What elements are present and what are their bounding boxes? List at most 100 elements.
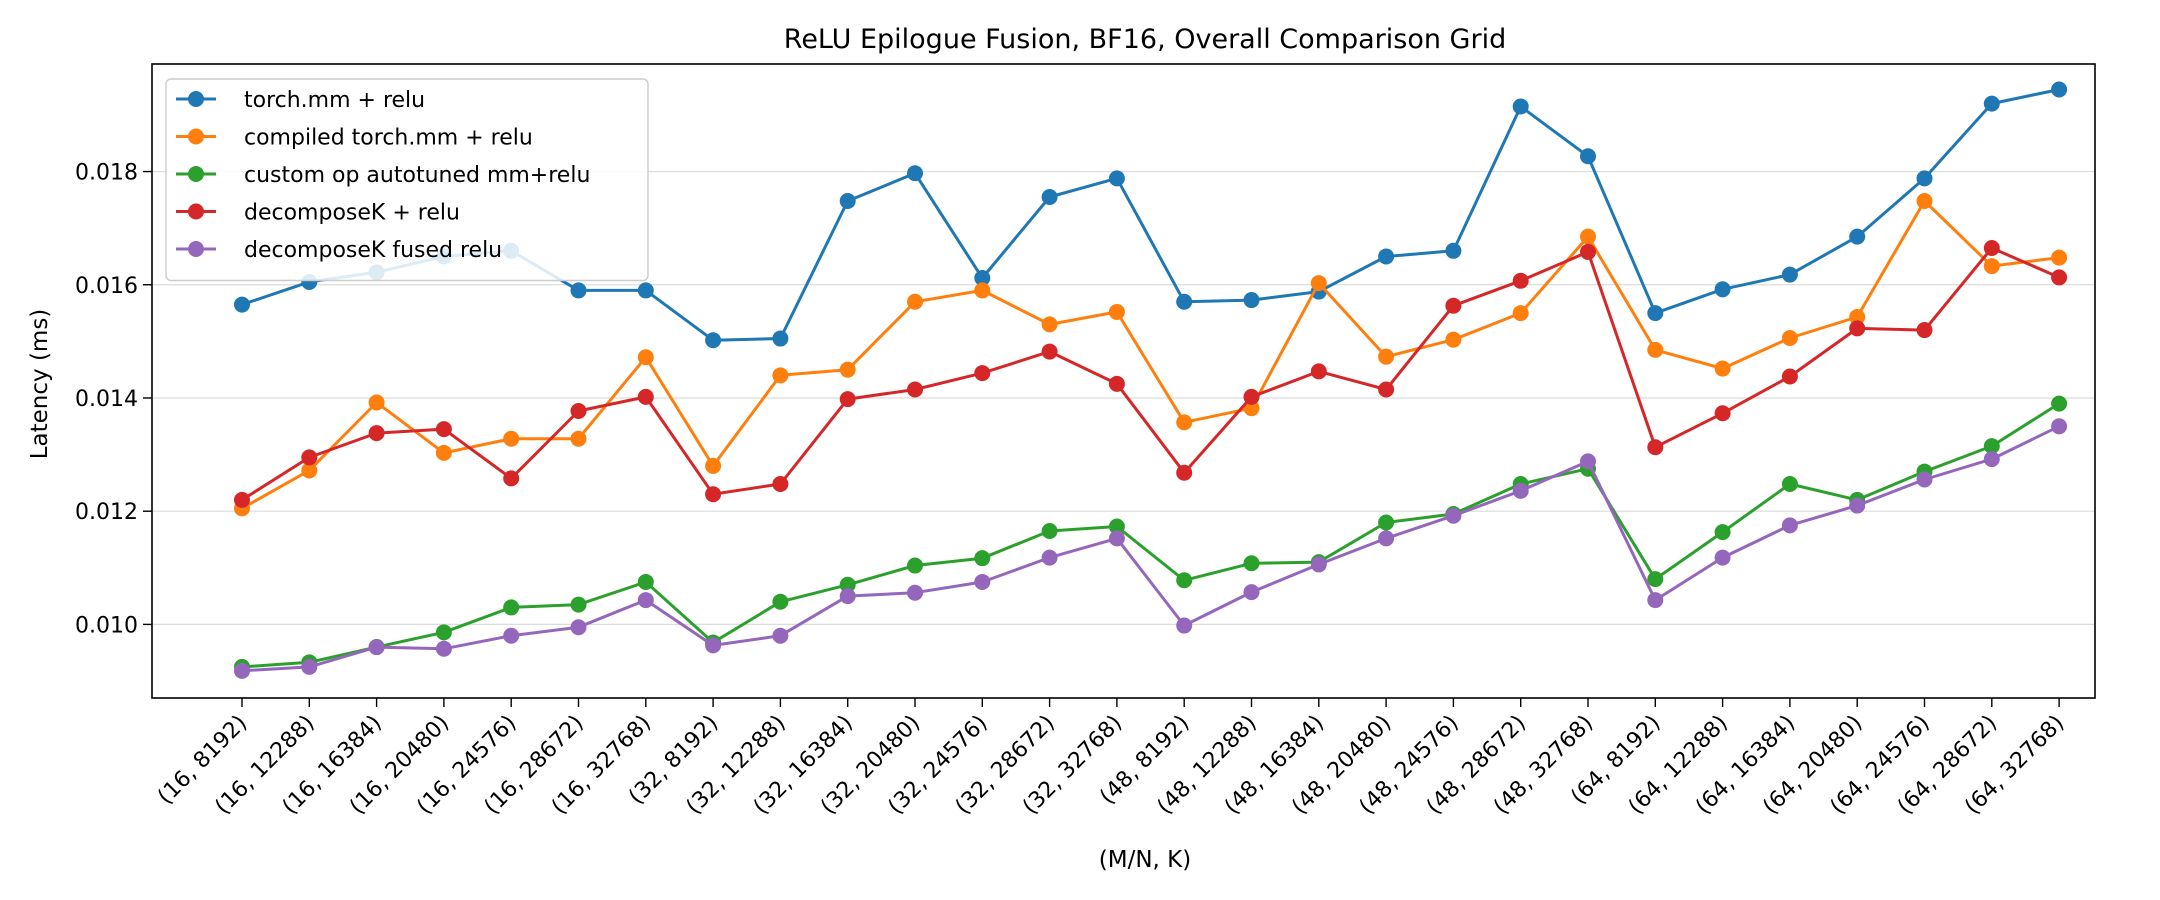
data-point xyxy=(503,470,520,487)
data-point xyxy=(1849,320,1866,337)
legend-label: custom op autotuned mm+relu xyxy=(244,163,590,188)
data-point xyxy=(1916,471,1933,488)
data-point xyxy=(772,330,789,347)
data-point xyxy=(1714,405,1731,422)
data-point xyxy=(1781,329,1798,346)
data-point xyxy=(1714,360,1731,377)
data-point xyxy=(1176,617,1193,634)
legend-label: torch.mm + relu xyxy=(244,88,425,113)
data-point xyxy=(1445,507,1462,524)
legend-swatch-marker xyxy=(188,203,204,220)
legend-swatch-marker xyxy=(188,166,204,182)
series-line xyxy=(241,424,2060,673)
y-tick-label: 0.012 xyxy=(75,500,138,525)
data-point xyxy=(234,296,250,313)
data-point xyxy=(974,365,991,382)
data-point xyxy=(1849,309,1866,326)
data-point xyxy=(1580,228,1596,245)
data-point xyxy=(907,381,923,398)
data-point xyxy=(907,293,923,310)
y-tick-label: 0.016 xyxy=(75,274,138,299)
legend-item: custom op autotuned mm+relu xyxy=(176,163,590,188)
plot-frame xyxy=(151,63,2096,699)
data-point xyxy=(234,662,250,679)
data-point xyxy=(301,658,318,675)
data-point xyxy=(974,282,991,299)
legend-label: decomposeK fused relu xyxy=(244,238,502,263)
data-point xyxy=(839,576,856,593)
legend-swatch-marker xyxy=(188,128,204,145)
legend-label: compiled torch.mm + relu xyxy=(244,126,533,151)
y-tick-label: 0.014 xyxy=(75,387,138,412)
legend-item: decomposeK + relu xyxy=(176,201,460,226)
chart-title: ReLU Epilogue Fusion, BF16, Overall Comp… xyxy=(784,24,1506,55)
legend-swatch-marker xyxy=(188,91,204,107)
data-point xyxy=(301,449,318,466)
data-point xyxy=(1378,530,1395,547)
data-point xyxy=(1041,343,1058,360)
data-point xyxy=(2051,249,2068,266)
data-point xyxy=(1647,592,1664,609)
data-point xyxy=(1647,305,1664,322)
data-point xyxy=(1714,281,1731,298)
data-point xyxy=(503,627,520,644)
data-point xyxy=(1108,375,1125,392)
data-point xyxy=(1108,170,1125,187)
data-point xyxy=(1176,414,1193,431)
data-point xyxy=(1781,476,1798,493)
y-tick-label: 0.010 xyxy=(75,613,138,638)
data-point xyxy=(974,550,991,567)
data-point xyxy=(1647,439,1664,456)
data-point xyxy=(368,425,385,442)
data-point xyxy=(368,639,385,656)
data-point xyxy=(234,491,250,508)
data-point xyxy=(1243,292,1260,309)
data-point xyxy=(1243,388,1260,405)
data-point xyxy=(705,457,722,474)
data-point xyxy=(1512,305,1529,322)
legend-item: compiled torch.mm + relu xyxy=(176,126,533,151)
data-point xyxy=(839,588,856,605)
data-point xyxy=(2051,269,2068,286)
data-point xyxy=(1647,571,1664,588)
data-point xyxy=(637,592,654,609)
data-point xyxy=(772,367,789,384)
data-point xyxy=(907,165,923,182)
data-point xyxy=(705,486,722,503)
data-point xyxy=(1580,453,1596,470)
data-point xyxy=(839,391,856,408)
data-point xyxy=(705,637,722,654)
data-point xyxy=(570,403,587,420)
data-point xyxy=(1781,368,1798,385)
legend-item: torch.mm + relu xyxy=(176,88,425,113)
legend-item: decomposeK fused relu xyxy=(176,238,502,263)
y-axis: 0.010 0.012 0.014 0.016 0.018 xyxy=(75,161,152,638)
legend: torch.mm + relu compiled torch.mm + relu c… xyxy=(165,78,649,282)
data-point xyxy=(1580,243,1596,260)
data-point xyxy=(435,444,452,461)
data-point xyxy=(1445,242,1462,259)
data-point xyxy=(570,619,587,636)
data-point xyxy=(637,282,654,299)
series-group xyxy=(234,192,2068,517)
data-point xyxy=(570,430,587,447)
data-point xyxy=(1512,98,1529,115)
data-point xyxy=(1714,524,1731,541)
legend-swatch-marker xyxy=(188,241,204,257)
data-point xyxy=(1512,482,1529,499)
data-point xyxy=(1781,266,1798,283)
data-point xyxy=(1849,228,1866,245)
data-point xyxy=(637,573,654,590)
data-point xyxy=(1916,322,1933,339)
series-group xyxy=(234,239,2068,508)
data-point xyxy=(435,624,452,641)
series-layer xyxy=(234,81,2068,679)
y-tick-label: 0.018 xyxy=(75,161,138,186)
data-point xyxy=(1041,316,1058,333)
data-point xyxy=(974,573,991,590)
data-point xyxy=(435,640,452,657)
data-point xyxy=(637,388,654,405)
data-point xyxy=(974,269,991,286)
data-point xyxy=(1310,275,1327,292)
data-point xyxy=(503,430,520,447)
